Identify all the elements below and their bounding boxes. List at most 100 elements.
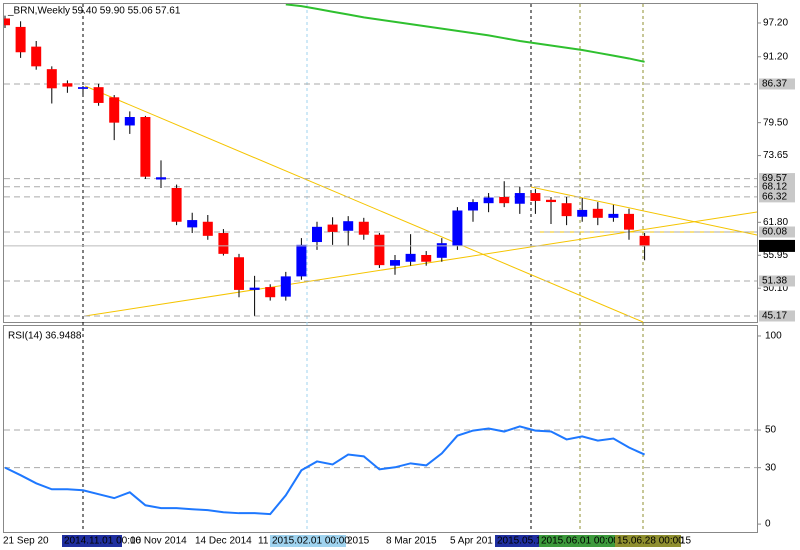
rsi-panel [3, 325, 758, 533]
y-tick-label: 61.80 [763, 217, 788, 228]
current-price-label: 57.61 [762, 241, 787, 252]
candle-body [421, 254, 432, 262]
candle-body [639, 235, 650, 246]
candle-body [296, 244, 307, 277]
x-tick-label: 16 Nov 2014 [130, 536, 187, 547]
date-marker-box [495, 535, 539, 547]
candle-body [483, 197, 494, 204]
level-label: 86.37 [762, 79, 787, 90]
date-marker-box [62, 535, 122, 547]
candle-body [514, 193, 525, 204]
candle-body [608, 213, 619, 218]
ohlc-readout: 59.40 59.90 55.06 57.61 [72, 6, 181, 17]
candle-body [202, 221, 213, 236]
date-marker-label: 2015.06.01 00:00 [541, 536, 619, 547]
candle-body [249, 287, 260, 290]
date-marker-box [539, 535, 615, 547]
candle-body [374, 234, 385, 266]
date-marker-box [270, 535, 346, 547]
candle-body [624, 213, 634, 230]
level-label: 69.57 [762, 173, 787, 184]
level-label: 51.38 [762, 276, 787, 287]
level-label: 45.17 [762, 311, 787, 322]
x-tick-label: 21 Sep 20 [3, 536, 49, 547]
x-tick-label: 14 Dec 2014 [195, 536, 252, 547]
level-box [759, 181, 795, 193]
candle-body [93, 87, 104, 103]
level-box [759, 173, 795, 185]
level-box [759, 310, 795, 322]
candle-body [280, 276, 291, 297]
date-marker-label: 2015.05.10 [497, 536, 547, 547]
x-tick-label: 11 [258, 536, 269, 547]
candle-body [592, 208, 603, 218]
date-marker-label: 2015.02.01 00:00 [272, 536, 350, 547]
candle-body [156, 177, 166, 180]
candle-body [187, 220, 198, 228]
y-tick-label: 97.20 [763, 18, 788, 29]
y-tick-label: 55.95 [763, 250, 788, 261]
candle-body [499, 196, 510, 204]
candle-body [234, 257, 244, 290]
level-box [759, 275, 795, 287]
x-tick-label: 5 Apr 201 [450, 536, 493, 547]
candle-body [546, 199, 556, 203]
y-tick-label: 50.10 [763, 283, 788, 294]
candle-body [78, 87, 88, 89]
candle-body [436, 243, 447, 258]
date-marker-label: 2014.11.01 00:00 [64, 536, 142, 547]
candle-body [62, 83, 73, 87]
candle-body [561, 203, 572, 217]
level-box [759, 191, 795, 203]
x-tick-label: 8 Mar 2015 [386, 536, 437, 547]
candle-body [343, 221, 354, 231]
trend-line [84, 85, 644, 323]
y-tick-label: 30 [765, 462, 777, 473]
candle-body [358, 221, 369, 235]
candle-body [218, 233, 229, 254]
trend-line [530, 186, 758, 236]
y-tick-label: 50 [765, 425, 777, 436]
candle-body [390, 260, 400, 266]
rsi-line [4, 425, 646, 516]
candle-body [312, 226, 322, 243]
candle-body [4, 18, 10, 26]
y-tick-label: 79.50 [763, 117, 788, 128]
y-tick-label: 73.65 [763, 150, 788, 161]
chart-title: _BRN,Weekly [7, 6, 70, 17]
price-panel [3, 3, 758, 323]
candle-body [405, 253, 416, 262]
current-price-box [759, 239, 795, 252]
y-tick-label: 0 [765, 519, 771, 530]
candle-body [140, 117, 151, 177]
candle-body [171, 187, 182, 222]
candle-body [468, 202, 478, 211]
x-tick-label: 2015 [347, 536, 370, 547]
y-tick-label: 100 [765, 331, 782, 342]
trend-line [84, 211, 758, 317]
level-label: 66.32 [762, 192, 787, 203]
candle-body [577, 209, 588, 217]
x-tick-label: 15 [680, 536, 692, 547]
candle-body [530, 193, 541, 201]
rsi-title: RSI(14) 36.9488 [8, 331, 82, 342]
vertical-markers [82, 4, 644, 532]
ma-line [285, 4, 645, 63]
candle-body [46, 69, 57, 89]
candle-body [265, 287, 276, 298]
date-marker-box [615, 535, 681, 547]
candle-body [327, 224, 338, 232]
level-box [759, 78, 795, 90]
level-label: 68.12 [762, 181, 787, 192]
date-marker-label: 15.06.28 00:00 [617, 536, 684, 547]
candle-body [15, 26, 26, 53]
candle-body [452, 210, 463, 246]
candle-body [109, 97, 120, 123]
level-label: 60.08 [762, 227, 787, 238]
candle-body [31, 46, 42, 67]
candle-body [124, 117, 135, 126]
y-tick-label: 91.20 [763, 51, 788, 62]
level-box [759, 226, 795, 238]
